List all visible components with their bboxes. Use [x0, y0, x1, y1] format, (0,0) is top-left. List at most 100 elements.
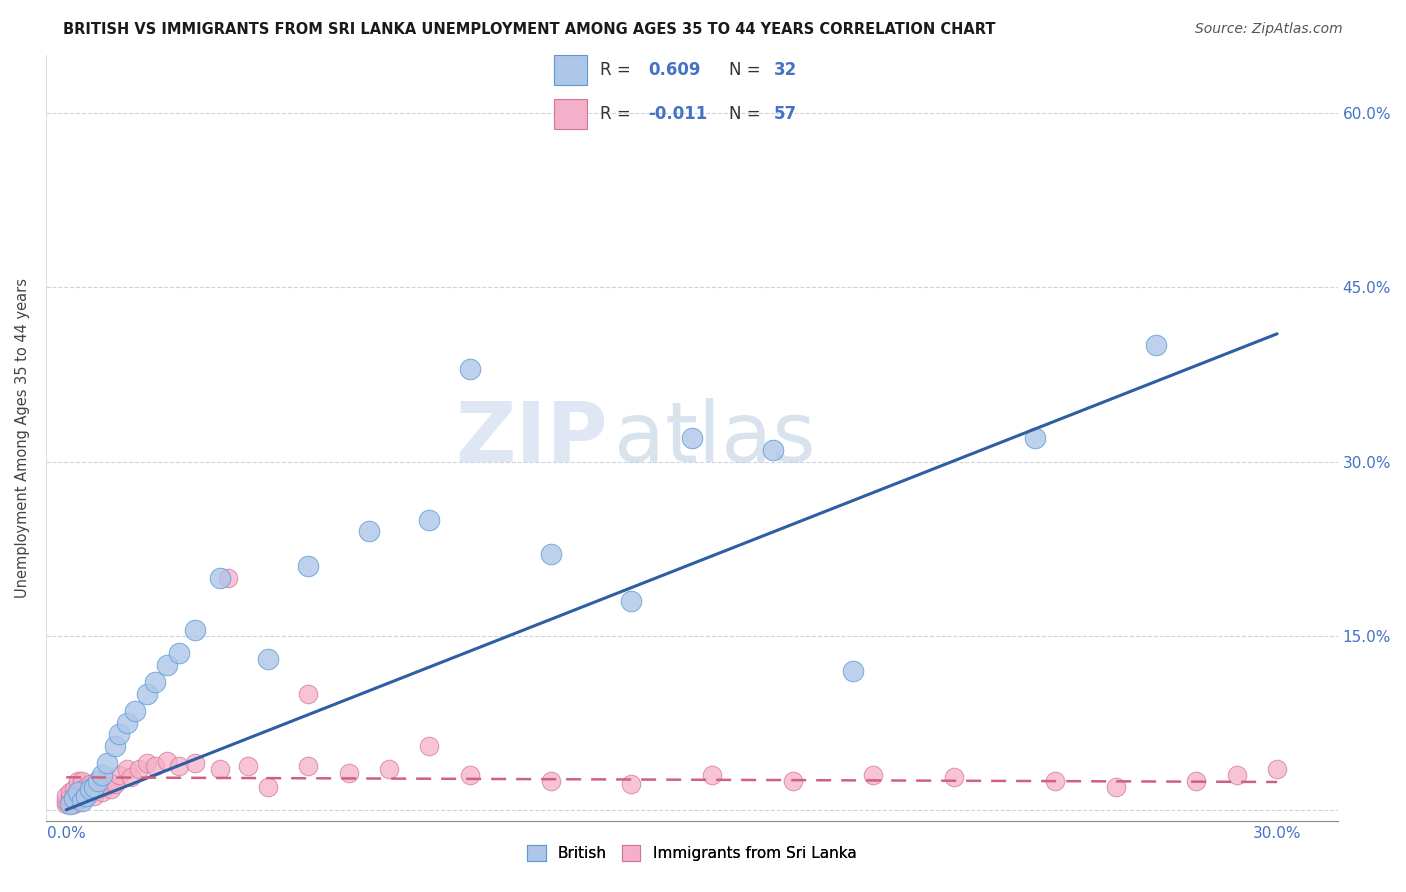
Point [96, 756, 118, 771]
Point [72, 773, 94, 788]
Point [257, 652, 280, 666]
Point [167, 646, 190, 660]
Point [257, 780, 280, 794]
Point [72, 793, 94, 807]
Point [700, 768, 723, 782]
Point [55, 789, 77, 803]
Point [59, 785, 82, 799]
Point [100, 781, 122, 796]
Point [128, 762, 150, 776]
Y-axis label: Unemployment Among Ages 35 to 44 years: Unemployment Among Ages 35 to 44 years [15, 278, 30, 599]
Point [620, 777, 643, 791]
Point [1185, 773, 1208, 788]
Text: ZIP: ZIP [456, 398, 607, 479]
Point [55, 797, 77, 811]
Point [59, 797, 82, 811]
Point [91, 768, 114, 782]
Point [418, 512, 440, 526]
FancyBboxPatch shape [554, 55, 586, 85]
Point [458, 361, 481, 376]
Point [87, 781, 110, 796]
Text: 0.609: 0.609 [648, 61, 700, 78]
Point [943, 770, 966, 784]
Point [67, 785, 90, 799]
Point [378, 762, 401, 776]
Point [104, 777, 127, 791]
Text: 57: 57 [775, 105, 797, 123]
Point [1144, 338, 1167, 352]
Point [91, 785, 114, 799]
Point [167, 758, 190, 772]
Point [297, 687, 319, 701]
Point [75, 789, 97, 803]
Point [67, 785, 90, 799]
Point [1024, 431, 1046, 445]
Point [1265, 762, 1288, 776]
Point [67, 793, 90, 807]
Text: R =: R = [599, 61, 636, 78]
Point [63, 791, 86, 805]
Point [115, 762, 138, 776]
Point [540, 548, 562, 562]
Point [96, 773, 118, 788]
Point [1226, 768, 1249, 782]
Point [862, 768, 884, 782]
Point [107, 727, 129, 741]
Point [79, 785, 101, 799]
Text: R =: R = [599, 105, 636, 123]
Point [1104, 780, 1126, 794]
Point [143, 758, 166, 772]
Point [75, 789, 97, 803]
Point [842, 664, 865, 678]
Point [115, 715, 138, 730]
Point [63, 797, 86, 811]
Point [297, 758, 319, 772]
Text: N =: N = [728, 61, 766, 78]
Point [83, 780, 105, 794]
Point [418, 739, 440, 753]
Text: BRITISH VS IMMIGRANTS FROM SRI LANKA UNEMPLOYMENT AMONG AGES 35 TO 44 YEARS CORR: BRITISH VS IMMIGRANTS FROM SRI LANKA UNE… [63, 22, 995, 37]
Legend: British, Immigrants from Sri Lanka: British, Immigrants from Sri Lanka [522, 839, 862, 867]
Point [79, 781, 101, 796]
Text: N =: N = [728, 105, 766, 123]
Point [135, 687, 157, 701]
Point [79, 777, 101, 791]
Point [357, 524, 380, 539]
Point [120, 770, 142, 784]
Point [87, 773, 110, 788]
Point [184, 756, 207, 771]
Point [208, 571, 231, 585]
Point [104, 739, 127, 753]
Text: -0.011: -0.011 [648, 105, 707, 123]
Text: Source: ZipAtlas.com: Source: ZipAtlas.com [1195, 22, 1343, 37]
Point [124, 704, 146, 718]
Text: 32: 32 [775, 61, 797, 78]
Point [59, 797, 82, 811]
Point [87, 773, 110, 788]
Point [217, 571, 239, 585]
Point [681, 431, 703, 445]
Point [55, 793, 77, 807]
Point [156, 657, 179, 672]
Point [135, 756, 157, 771]
Point [72, 781, 94, 796]
Point [143, 675, 166, 690]
Point [67, 773, 90, 788]
Text: atlas: atlas [614, 398, 815, 479]
Point [540, 773, 562, 788]
FancyBboxPatch shape [554, 99, 586, 129]
Point [72, 791, 94, 805]
Point [107, 768, 129, 782]
Point [83, 789, 105, 803]
Point [83, 780, 105, 794]
Point [297, 559, 319, 574]
Point [156, 754, 179, 768]
Point [1043, 773, 1066, 788]
Point [184, 623, 207, 637]
Point [63, 791, 86, 805]
Point [59, 791, 82, 805]
Point [63, 781, 86, 796]
Point [761, 442, 783, 457]
Point [620, 594, 643, 608]
Point [75, 780, 97, 794]
